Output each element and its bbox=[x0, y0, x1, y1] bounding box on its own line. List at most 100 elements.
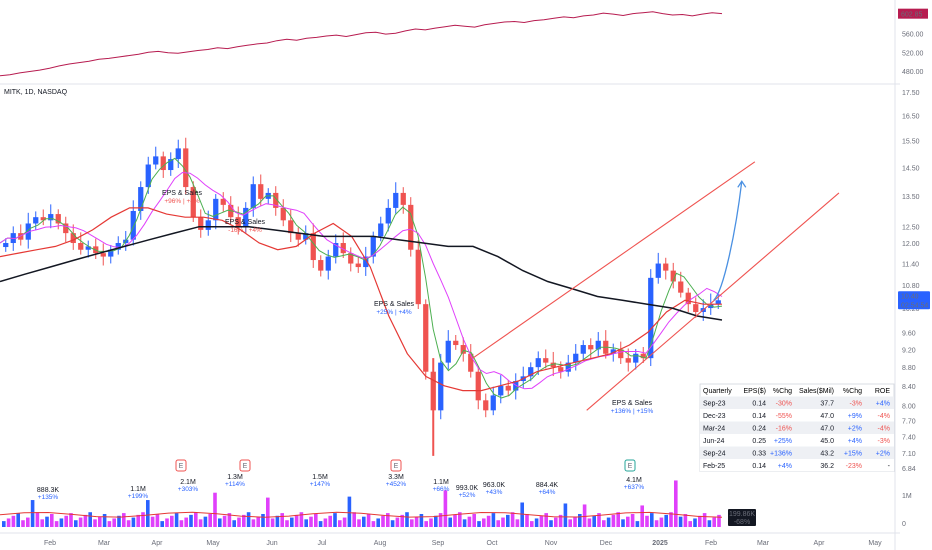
volume-bar bbox=[443, 490, 448, 527]
volume-bar bbox=[64, 515, 68, 527]
candle-body bbox=[48, 214, 54, 221]
candle-body bbox=[138, 187, 144, 211]
volume-bar bbox=[131, 517, 136, 527]
candle bbox=[153, 146, 159, 170]
candle-body bbox=[355, 263, 361, 268]
candle-body bbox=[168, 159, 174, 171]
candle bbox=[273, 186, 279, 216]
volume-bar bbox=[678, 516, 683, 527]
table-cell: +2% bbox=[848, 426, 862, 433]
candle-body bbox=[175, 148, 181, 160]
candle bbox=[3, 238, 9, 252]
candle-body bbox=[243, 207, 249, 227]
candle bbox=[235, 206, 241, 235]
table-cell: 47.0 bbox=[820, 413, 834, 420]
month-label: Aug bbox=[374, 540, 387, 547]
volume-bar bbox=[448, 517, 452, 527]
table-cell: -3% bbox=[878, 438, 890, 445]
price-tick-label: 8.80 bbox=[902, 365, 916, 372]
candle bbox=[100, 243, 106, 266]
candle bbox=[685, 287, 691, 313]
price-tick-label: 8.00 bbox=[902, 403, 916, 410]
volume-bar bbox=[568, 519, 572, 527]
table-cell: 0.33 bbox=[752, 451, 766, 458]
candle-body bbox=[183, 148, 189, 188]
volume-bar bbox=[525, 513, 529, 527]
candle bbox=[48, 204, 54, 229]
volume-label: 884.4K+64% bbox=[536, 482, 559, 496]
candle bbox=[325, 249, 331, 280]
table-row bbox=[700, 396, 894, 409]
volume-bar bbox=[314, 513, 318, 527]
volume-bar bbox=[285, 520, 289, 527]
symbol-label: MITK, 1D, NASDAQ bbox=[4, 89, 68, 96]
volume-bar bbox=[472, 513, 476, 527]
candle bbox=[633, 348, 639, 370]
candle-body bbox=[378, 223, 384, 237]
candle-body bbox=[40, 217, 46, 221]
candle-body bbox=[663, 263, 669, 271]
earnings-marker: E bbox=[175, 459, 187, 472]
volume-bar bbox=[160, 521, 164, 527]
table-cell: 0.14 bbox=[752, 463, 766, 470]
volume-label: 1.3M+114% bbox=[225, 474, 245, 488]
candle bbox=[258, 174, 264, 206]
index-tick-label: 560.00 bbox=[902, 32, 924, 39]
candle-body bbox=[220, 198, 226, 205]
candle-body bbox=[333, 243, 339, 257]
price-badge-value: 10.40 bbox=[901, 293, 919, 300]
volume-bar bbox=[693, 518, 697, 527]
candle-body bbox=[648, 277, 654, 359]
candle bbox=[348, 247, 354, 272]
volume-bar bbox=[510, 512, 515, 527]
volume-bar bbox=[141, 512, 145, 527]
volume-bar bbox=[78, 517, 83, 527]
table-cell: Sep-24 bbox=[703, 451, 726, 458]
candle-body bbox=[63, 223, 69, 234]
candle bbox=[168, 152, 174, 176]
table-cell: -23% bbox=[846, 463, 862, 470]
volume-bar bbox=[429, 518, 433, 527]
earnings-marker-label: E bbox=[394, 463, 399, 470]
volume-bar bbox=[16, 513, 20, 527]
channel-upper-line bbox=[472, 161, 756, 359]
volume-bar bbox=[597, 513, 601, 527]
candle-body bbox=[363, 256, 369, 268]
table-cell: +2% bbox=[876, 451, 890, 458]
candle bbox=[183, 137, 189, 194]
table-row bbox=[700, 409, 894, 422]
candle-body bbox=[310, 233, 316, 261]
volume-bar bbox=[381, 515, 385, 527]
candle bbox=[160, 151, 166, 178]
volume-label-value: 4.1M bbox=[626, 477, 642, 484]
volume-label-pct: +199% bbox=[128, 493, 149, 500]
volume-bar bbox=[458, 512, 462, 527]
candle bbox=[363, 246, 369, 276]
volume-bar bbox=[645, 515, 649, 527]
candle bbox=[468, 344, 474, 378]
volume-label-value: 1.5M bbox=[312, 474, 328, 481]
table-cell: 47.0 bbox=[820, 426, 834, 433]
volume-bar bbox=[242, 514, 246, 527]
volume-bar bbox=[122, 513, 126, 527]
volume-bar bbox=[155, 513, 160, 527]
price-tick-label: 10.20 bbox=[902, 306, 920, 313]
table-cell: Jun-24 bbox=[703, 438, 725, 445]
candle bbox=[513, 373, 519, 400]
candle bbox=[85, 240, 91, 258]
volume-label-value: 1.1M bbox=[130, 486, 146, 493]
volume-label-value: 993.0K bbox=[456, 485, 479, 492]
volume-bar bbox=[150, 516, 155, 527]
volume-bar bbox=[434, 515, 438, 527]
volume-label-pct: +147% bbox=[310, 481, 331, 488]
volume-bar bbox=[309, 516, 313, 527]
volume-bar bbox=[664, 514, 668, 527]
month-label: Feb bbox=[44, 540, 56, 547]
candle bbox=[648, 269, 654, 367]
earnings-marker: E bbox=[239, 459, 251, 472]
candle bbox=[310, 223, 316, 268]
volume-bar bbox=[640, 505, 644, 527]
volume-bar bbox=[506, 514, 510, 527]
volume-bar bbox=[386, 513, 390, 527]
candle-body bbox=[618, 349, 624, 359]
